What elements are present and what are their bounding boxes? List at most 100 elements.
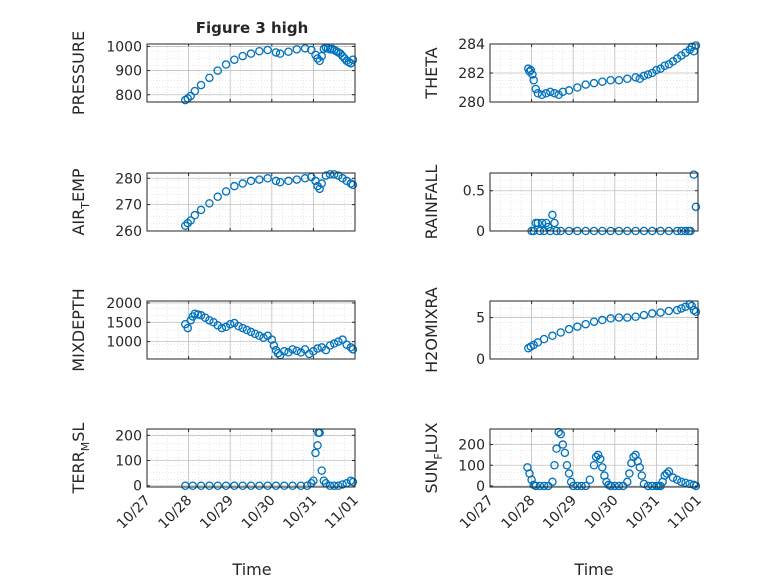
y-tick-label: 200 [115, 428, 142, 444]
data-point [329, 481, 339, 490]
x-tick-label: 11/01 [665, 493, 705, 533]
data-point [610, 481, 620, 491]
data-series [523, 427, 701, 491]
data-point [334, 337, 343, 346]
data-point [589, 460, 599, 470]
y-tick-label: 1500 [106, 315, 142, 331]
data-point [311, 448, 320, 458]
data-point [687, 301, 697, 311]
data-point [338, 480, 347, 489]
data-point [346, 343, 356, 352]
data-point [573, 322, 582, 331]
data-point [304, 349, 314, 359]
y-tick-label: 2000 [106, 296, 142, 312]
data-point [556, 328, 565, 337]
data-point [317, 343, 326, 352]
data-point [631, 73, 640, 82]
data-point [539, 481, 549, 491]
data-point [681, 478, 690, 488]
data-point [263, 174, 272, 183]
data-point [664, 306, 674, 316]
x-tick-label: 11/01 [322, 493, 362, 533]
y-tick-label: 1000 [106, 39, 142, 55]
data-point [196, 311, 206, 320]
data-point [598, 315, 607, 325]
axes-box [489, 428, 699, 488]
x-tick-label: 10/28 [156, 493, 196, 533]
subplot-8: 10/27 10/28 10/29 10/30 10/31 11/01 0 100 200 SUN… [422, 422, 705, 532]
y-tick-label: 0 [133, 479, 142, 495]
data-point [255, 481, 264, 490]
data-point [190, 86, 200, 96]
data-point [336, 49, 345, 58]
data-point [338, 335, 347, 344]
y-axis-label: SUNFLUX [422, 422, 445, 493]
y-tick-label: 800 [115, 88, 142, 104]
subplot-1: 800 900 1000 PRESSURE [69, 31, 358, 115]
x-tick-label: 10/31 [280, 493, 320, 533]
y-axis-label: TERRMSL [69, 423, 92, 495]
y-tick-label: 0 [476, 224, 485, 240]
axes-box [489, 300, 699, 360]
data-point [242, 325, 252, 335]
data-point [637, 471, 647, 480]
data-point [652, 65, 661, 75]
data-point [238, 51, 247, 61]
data-point [577, 481, 586, 491]
data-point [606, 314, 615, 323]
plot-area [147, 429, 355, 487]
data-point [271, 481, 281, 490]
data-point [687, 42, 697, 52]
data-point [334, 171, 343, 180]
y-tick-label: 0 [476, 352, 485, 368]
data-point [546, 87, 555, 97]
data-point [552, 444, 561, 453]
data-point [614, 76, 624, 85]
data-point [656, 308, 665, 317]
x-tick-label: 10/31 [623, 493, 663, 533]
data-point [691, 481, 701, 491]
data-point [589, 78, 599, 88]
data-point [307, 45, 316, 55]
data-point [564, 86, 574, 95]
data-point [606, 481, 615, 491]
data-point [284, 47, 293, 56]
data-point [529, 76, 538, 85]
axes-box [146, 172, 356, 232]
data-point [313, 441, 322, 450]
figure-title: Figure 3 high [196, 19, 309, 37]
data-point [647, 481, 657, 491]
data-point [317, 179, 326, 188]
data-point [292, 346, 302, 356]
data-point [537, 218, 547, 228]
data-point [560, 448, 570, 458]
data-point [292, 175, 302, 184]
x-tick-label: 10/30 [582, 493, 622, 533]
x-tick-label: 10/30 [239, 493, 279, 533]
data-point [541, 218, 551, 228]
y-tick-label: 280 [458, 95, 485, 111]
data-point [181, 221, 190, 230]
data-point [321, 345, 331, 355]
data-point [526, 65, 536, 75]
data-point [269, 341, 279, 350]
data-point [581, 319, 590, 329]
data-series [181, 428, 358, 490]
data-point [196, 80, 206, 90]
data-point [598, 463, 607, 472]
data-point [325, 341, 335, 350]
y-tick-label: 282 [458, 66, 485, 82]
data-point [342, 340, 351, 349]
data-point [288, 481, 297, 490]
data-point [315, 56, 324, 66]
data-series [181, 43, 358, 105]
data-point [558, 440, 568, 449]
data-point [200, 313, 210, 322]
data-point [639, 71, 649, 81]
y-tick-label: 280 [115, 171, 142, 187]
data-point [186, 216, 195, 225]
x-tick-label: 10/27 [114, 493, 154, 533]
data-point [691, 202, 701, 212]
data-point [342, 176, 351, 186]
